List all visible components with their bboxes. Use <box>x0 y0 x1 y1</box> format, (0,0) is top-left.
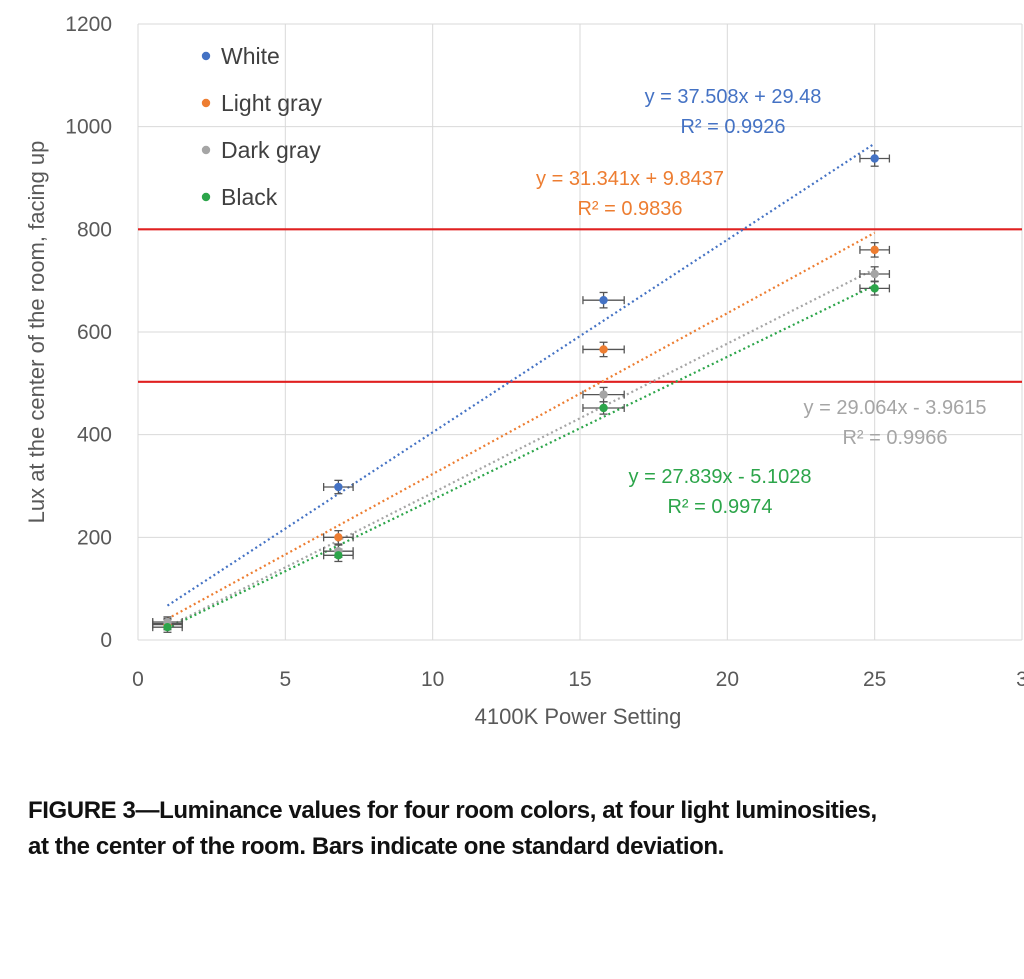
y-tick-label: 1200 <box>65 13 112 36</box>
error-bars <box>152 150 891 633</box>
trendline-r-squared: R² = 0.9926 <box>680 116 785 138</box>
trendline-r-squared: R² = 0.9836 <box>577 198 682 220</box>
x-tick-label: 0 <box>132 668 144 691</box>
legend-label: Light gray <box>221 90 323 116</box>
legend-marker <box>201 192 211 202</box>
trendline <box>166 284 876 630</box>
y-tick-label: 600 <box>77 321 112 344</box>
x-axis-label: 4100K Power Setting <box>475 704 682 729</box>
trendline <box>166 231 876 620</box>
data-point <box>599 390 608 399</box>
y-tick-label: 200 <box>77 526 112 549</box>
data-point <box>334 482 343 492</box>
legend-marker <box>201 51 211 61</box>
y-tick-label: 1000 <box>65 116 112 139</box>
trendline-equation: y = 29.064x - 3.9615 <box>804 397 987 419</box>
y-tick-label: 400 <box>77 424 112 447</box>
trendline <box>166 142 876 607</box>
legend-marker <box>201 145 211 155</box>
caption-line-1: FIGURE 3—Luminance values for four room … <box>28 797 877 824</box>
data-point <box>870 245 879 255</box>
trendline-equation: y = 31.341x + 9.8437 <box>536 168 724 190</box>
data-points <box>163 154 879 632</box>
x-tick-label: 5 <box>279 668 291 691</box>
reference-lines <box>138 228 1022 383</box>
data-point <box>870 154 879 163</box>
trendline <box>166 268 876 629</box>
trendline-equation: y = 37.508x + 29.48 <box>645 86 822 108</box>
data-point <box>870 284 879 293</box>
x-tick-label: 15 <box>568 668 591 691</box>
y-tick-label: 0 <box>100 629 112 652</box>
y-axis-label: Lux at the center of the room, facing up <box>24 141 49 524</box>
data-point <box>599 345 608 354</box>
y-axis-ticks: 0 200 400 600 800 1000 1200 <box>65 13 112 652</box>
x-tick-label: 10 <box>421 668 444 691</box>
scatter-chart: 0 5 10 15 20 25 3 0 200 400 600 800 1000 1200 White L… <box>24 13 1024 729</box>
trendline-equations: y = 37.508x + 29.48 R² = 0.9926 y = 31.341… <box>536 86 986 518</box>
trendline-equation: y = 27.839x - 5.1028 <box>629 466 812 488</box>
legend: White Light gray Dark gray Black <box>201 43 323 210</box>
data-point <box>334 551 343 560</box>
data-point <box>599 403 608 413</box>
legend-marker <box>201 98 211 108</box>
x-tick-label: 20 <box>716 668 739 691</box>
y-tick-label: 800 <box>77 218 112 241</box>
legend-label: Dark gray <box>221 137 321 163</box>
data-point <box>870 269 879 279</box>
x-axis-ticks: 0 5 10 15 20 25 3 <box>132 668 1024 691</box>
caption-line-2: at the center of the room. Bars indicate… <box>28 833 724 860</box>
gridlines <box>137 23 1023 641</box>
x-tick-label: 3 <box>1016 668 1024 691</box>
legend-label: Black <box>221 184 278 210</box>
figure-caption: FIGURE 3—Luminance values for four room … <box>28 793 988 865</box>
x-tick-label: 25 <box>863 668 886 691</box>
trendline-r-squared: R² = 0.9974 <box>667 496 772 518</box>
legend-label: White <box>221 43 280 69</box>
data-point <box>334 533 343 542</box>
trendlines <box>166 142 876 630</box>
trendline-r-squared: R² = 0.9966 <box>842 427 947 449</box>
data-point <box>163 622 172 632</box>
data-point <box>599 295 608 305</box>
